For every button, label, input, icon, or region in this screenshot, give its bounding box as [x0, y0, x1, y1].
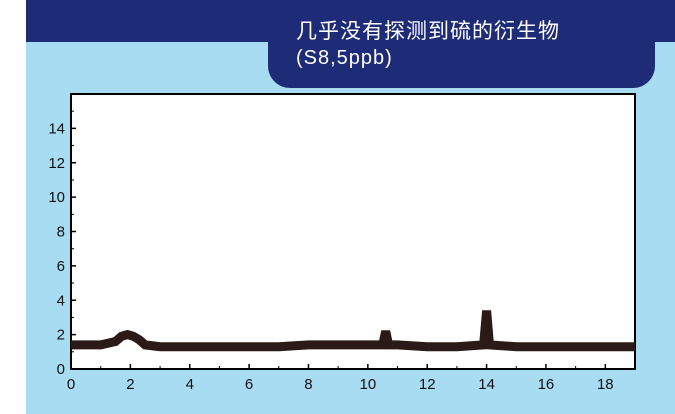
x-tick-label: 16 [538, 376, 555, 393]
x-tick-label: 2 [126, 376, 134, 393]
x-tick-label: 10 [359, 376, 376, 393]
x-tick-label: 4 [186, 376, 194, 393]
y-axis: 0 2 4 6 8 10 12 14 [48, 110, 76, 378]
x-axis: 0 2 4 6 8 10 12 14 16 18 [67, 364, 614, 393]
series-line [71, 310, 635, 352]
y-tick-label: 6 [57, 258, 65, 275]
x-tick-label: 0 [67, 376, 75, 393]
plot-area [70, 93, 636, 370]
x-tick-label: 6 [245, 376, 253, 393]
x-tick-label: 8 [304, 376, 312, 393]
y-tick-label: 8 [57, 224, 65, 241]
y-tick-label: 10 [48, 189, 65, 206]
title-line-1: 几乎没有探测到硫的衍生物 [296, 20, 560, 43]
x-tick-label: 12 [419, 376, 436, 393]
series-layer [71, 310, 635, 352]
x-tick-label: 14 [478, 376, 495, 393]
y-tick-label: 0 [57, 361, 65, 378]
title-tab: 几乎没有探测到硫的衍生物 (S8,5ppb) [268, 0, 655, 88]
title-line-2: (S8,5ppb) [296, 47, 393, 69]
y-tick-label: 14 [48, 120, 65, 137]
x-tick-label: 18 [597, 376, 614, 393]
y-tick-label: 12 [48, 155, 65, 172]
y-tick-label: 4 [57, 292, 65, 309]
y-tick-label: 2 [57, 327, 65, 344]
